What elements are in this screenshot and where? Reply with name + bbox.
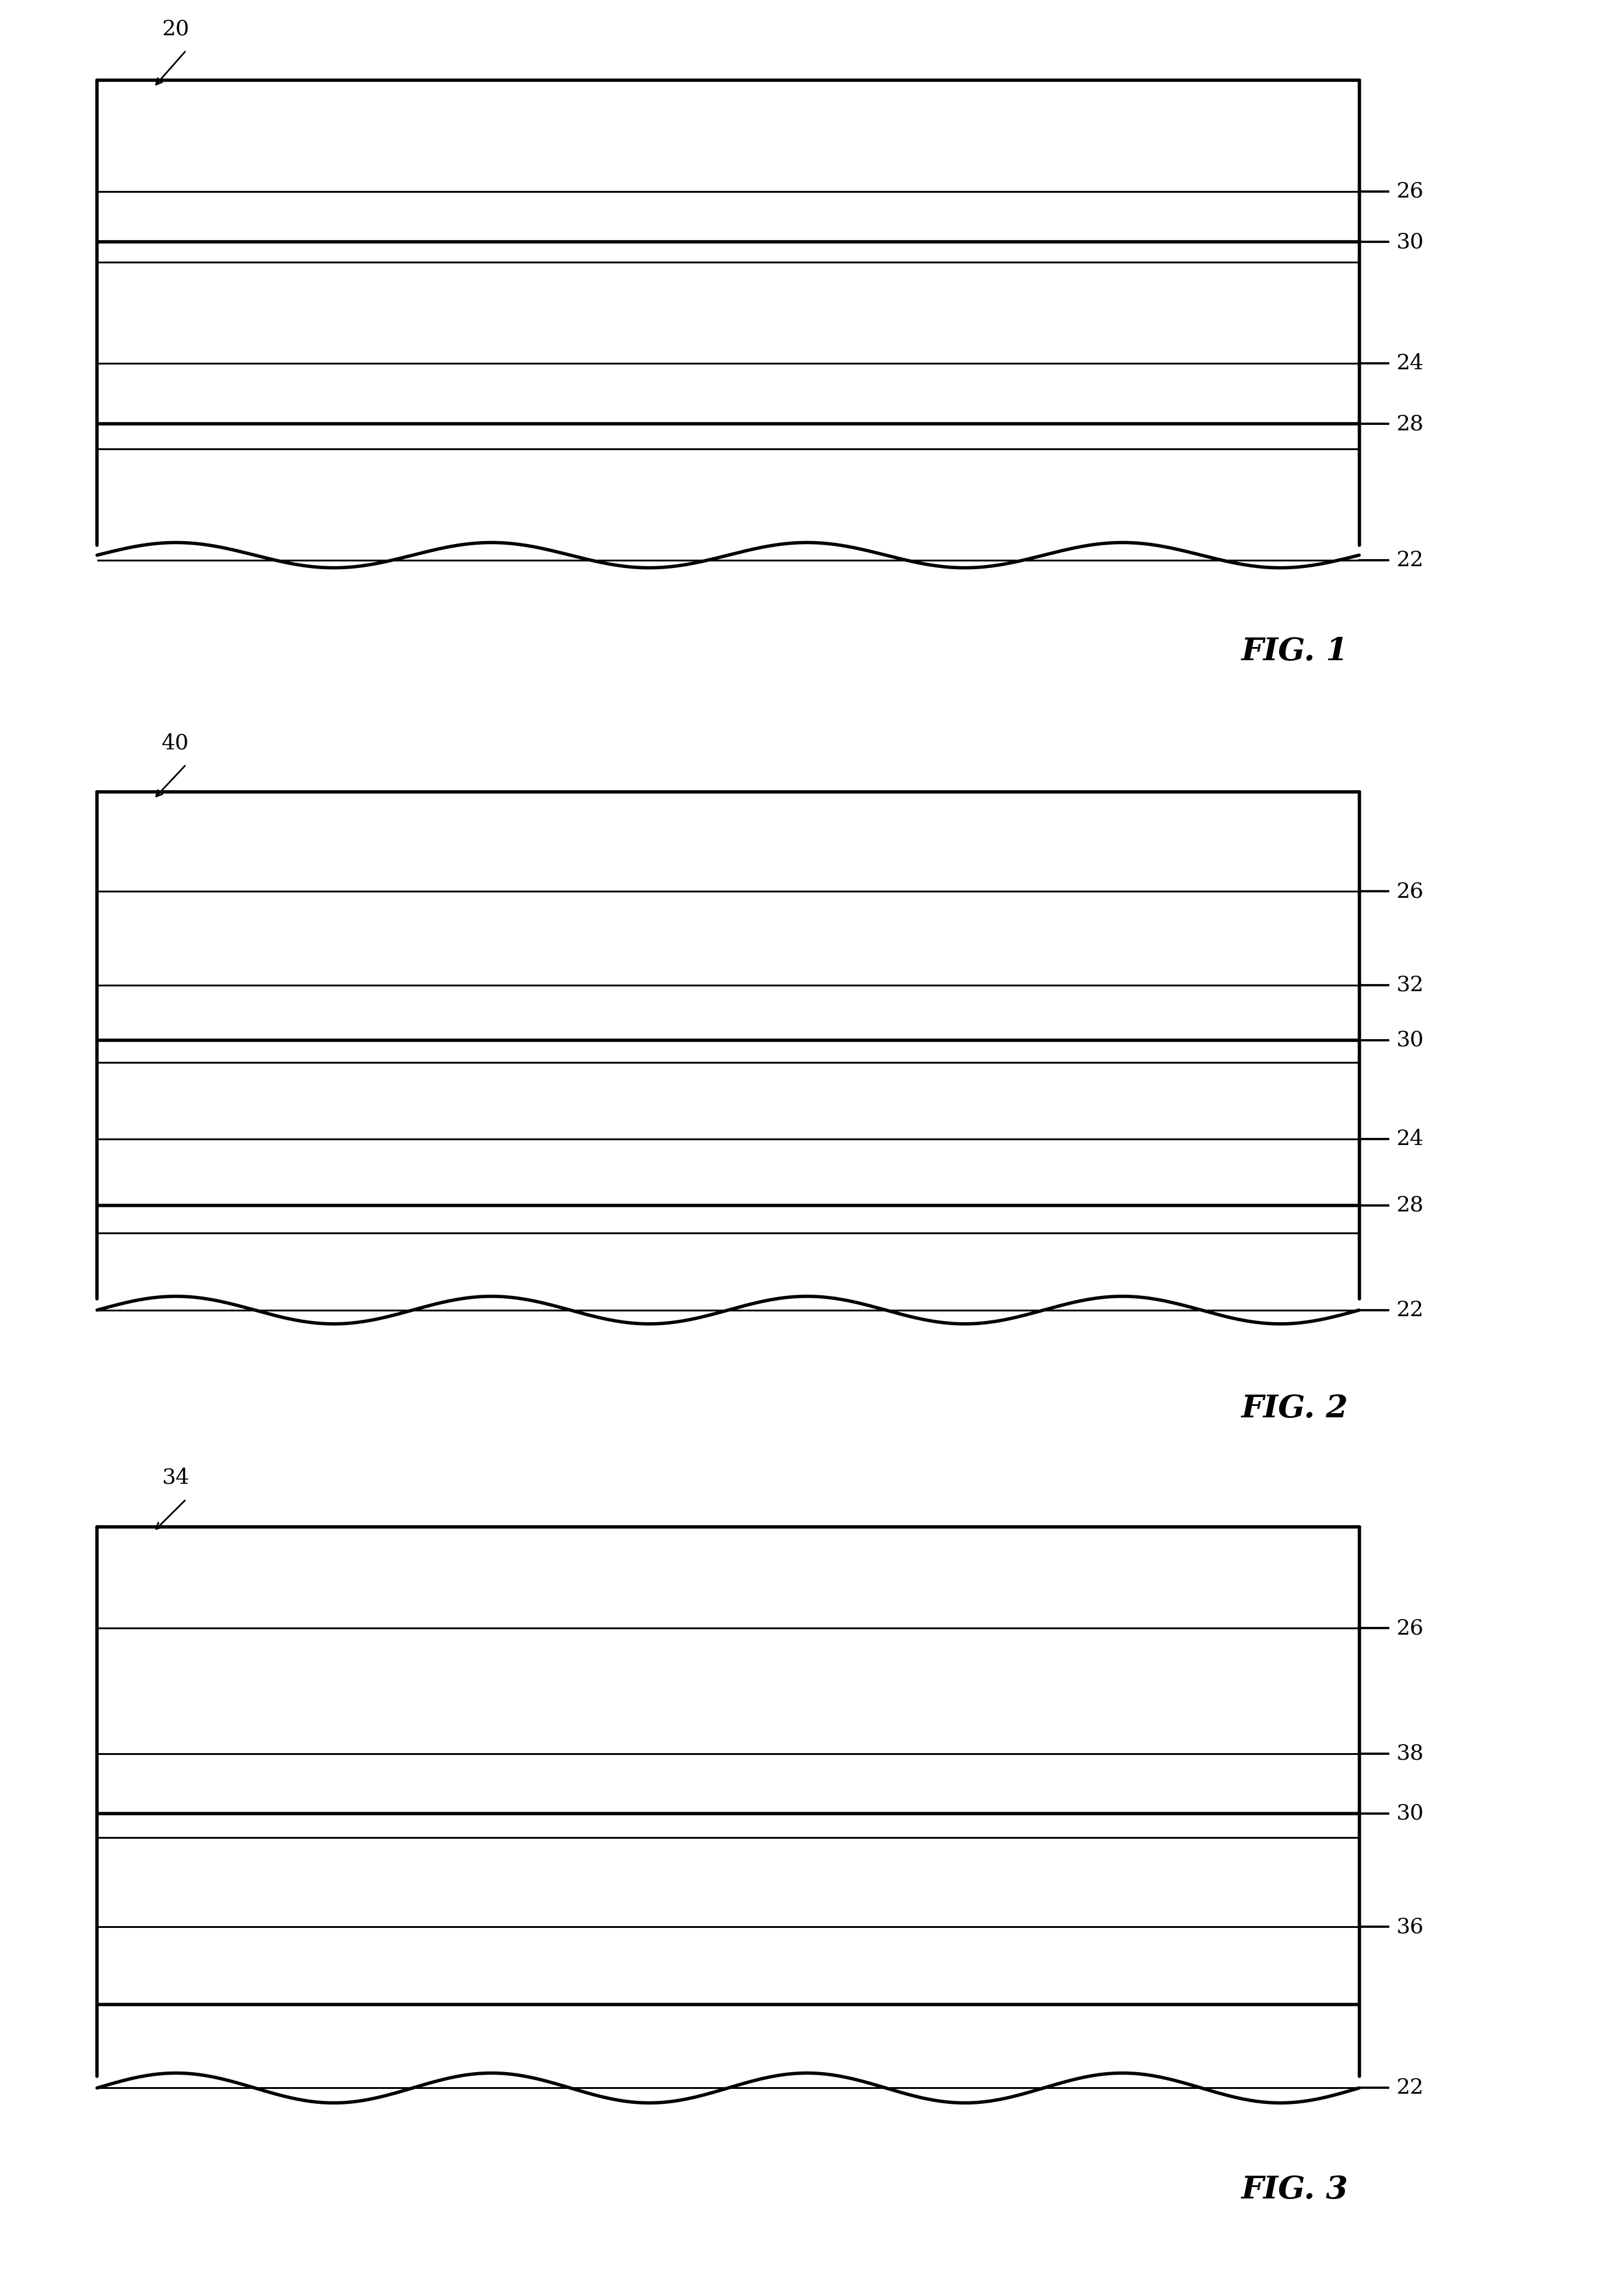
Text: 30: 30 [1396,1031,1424,1049]
Text: 28: 28 [1396,1196,1424,1215]
Text: 26: 26 [1396,882,1424,902]
Text: 24: 24 [1396,354,1424,374]
Text: 38: 38 [1396,1743,1424,1763]
Text: 30: 30 [1396,1802,1424,1823]
Text: 20: 20 [162,18,189,39]
Text: 34: 34 [162,1467,189,1488]
Text: 32: 32 [1396,976,1424,994]
Text: 36: 36 [1396,1917,1424,1938]
Text: 26: 26 [1396,181,1424,202]
Text: 40: 40 [162,732,189,753]
Text: 30: 30 [1396,232,1424,253]
Text: FIG. 2: FIG. 2 [1241,1394,1348,1424]
Text: 28: 28 [1396,413,1424,434]
Text: 22: 22 [1396,551,1424,569]
Text: 26: 26 [1396,1619,1424,1639]
Text: 24: 24 [1396,1130,1424,1150]
Text: FIG. 3: FIG. 3 [1241,2174,1348,2204]
Text: FIG. 1: FIG. 1 [1241,636,1348,666]
Text: 22: 22 [1396,2078,1424,2099]
Text: 22: 22 [1396,1300,1424,1320]
